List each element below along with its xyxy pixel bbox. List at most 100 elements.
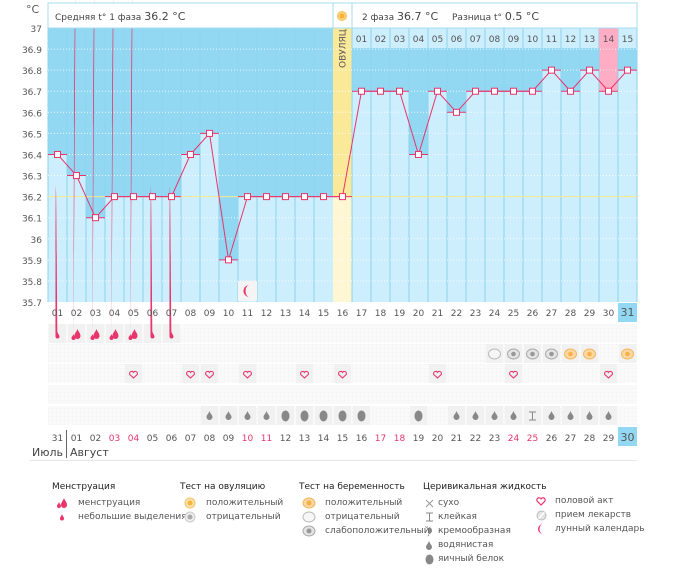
temperature-point[interactable] [244, 193, 251, 201]
temperature-point[interactable] [73, 172, 80, 180]
calendar-date-label[interactable]: 12 [280, 434, 291, 444]
calendar-date-label[interactable]: 07 [185, 434, 196, 444]
calendar-date-label[interactable]: 28 [584, 434, 596, 444]
calendar-date-label[interactable]: 01 [71, 434, 82, 444]
calendar-date-label[interactable]: 11 [261, 434, 272, 444]
temperature-point[interactable] [149, 193, 156, 201]
temperature-point[interactable] [396, 87, 403, 95]
calendar-date-label[interactable]: 20 [432, 434, 444, 444]
temperature-point[interactable] [206, 129, 213, 137]
cycle-day-label[interactable]: 19 [394, 309, 406, 319]
temperature-point[interactable] [377, 87, 384, 95]
calendar-date-label[interactable]: 21 [451, 434, 462, 444]
calendar-date-label[interactable]: 22 [470, 434, 481, 444]
intercourse-cell[interactable] [334, 364, 351, 383]
temperature-point[interactable] [111, 193, 118, 201]
calendar-date-label[interactable]: 14 [318, 434, 330, 444]
calendar-date-label[interactable]: 02 [90, 434, 101, 444]
cycle-day-label[interactable]: 15 [318, 309, 329, 319]
temperature-point[interactable] [624, 66, 631, 74]
calendar-date-label[interactable]: 26 [546, 434, 558, 444]
temperature-point[interactable] [434, 87, 441, 95]
temperature-point[interactable] [263, 193, 270, 201]
cycle-day-label[interactable]: 28 [565, 309, 577, 319]
cycle-day-label[interactable]: 24 [489, 309, 501, 319]
calendar-date-label[interactable]: 19 [413, 434, 425, 444]
temperature-point[interactable] [358, 87, 365, 95]
cycle-day-label[interactable]: 08 [185, 309, 197, 319]
cycle-day-label[interactable]: 21 [432, 309, 443, 319]
calendar-date-label[interactable]: 16 [356, 434, 368, 444]
cycle-day-label[interactable]: 31 [621, 306, 635, 319]
temperature-point[interactable] [225, 256, 232, 264]
intercourse-cell[interactable] [201, 364, 218, 383]
calendar-date-label[interactable]: 23 [489, 434, 500, 444]
temperature-point[interactable] [320, 193, 327, 201]
cycle-day-label[interactable]: 14 [299, 309, 311, 319]
temperature-point[interactable] [187, 150, 194, 158]
cycle-day-label[interactable]: 07 [166, 309, 177, 319]
intercourse-cell[interactable] [182, 364, 199, 383]
intercourse-cell[interactable] [296, 364, 313, 383]
calendar-date-label[interactable]: 09 [223, 434, 235, 444]
cycle-day-label[interactable]: 23 [470, 309, 481, 319]
temperature-point[interactable] [548, 66, 555, 74]
temperature-point[interactable] [282, 193, 289, 201]
calendar-date-label[interactable]: 31 [52, 434, 63, 444]
calendar-date-label[interactable]: 10 [242, 434, 254, 444]
cycle-day-label[interactable]: 01 [52, 309, 63, 319]
cycle-day-label[interactable]: 18 [375, 309, 387, 319]
calendar-date-label[interactable]: 15 [337, 434, 348, 444]
calendar-date-label[interactable]: 06 [166, 434, 178, 444]
intercourse-cell[interactable] [429, 364, 446, 383]
calendar-date-label[interactable]: 30 [621, 431, 635, 444]
intercourse-cell[interactable] [125, 364, 142, 383]
cycle-day-label[interactable]: 17 [356, 309, 367, 319]
calendar-date-label[interactable]: 17 [375, 434, 386, 444]
calendar-date-label[interactable]: 13 [299, 434, 310, 444]
calendar-date-label[interactable]: 04 [128, 434, 140, 444]
cycle-day-label[interactable]: 25 [508, 309, 519, 319]
cycle-day-label[interactable]: 04 [109, 309, 121, 319]
cycle-day-label[interactable]: 22 [451, 309, 462, 319]
temperature-point[interactable] [54, 150, 61, 158]
calendar-date-label[interactable]: 05 [147, 434, 158, 444]
calendar-date-label[interactable]: 25 [527, 434, 538, 444]
temperature-point[interactable] [453, 108, 460, 116]
calendar-date-label[interactable]: 24 [508, 434, 520, 444]
temperature-point[interactable] [586, 66, 593, 74]
cycle-day-label[interactable]: 05 [128, 309, 139, 319]
cycle-day-label[interactable]: 20 [413, 309, 425, 319]
intercourse-cell[interactable] [600, 364, 617, 383]
temperature-point[interactable] [605, 87, 612, 95]
temperature-point[interactable] [491, 87, 498, 95]
cycle-day-label[interactable]: 29 [584, 309, 596, 319]
cycle-day-label[interactable]: 10 [223, 309, 235, 319]
cycle-day-label[interactable]: 26 [527, 309, 539, 319]
cycle-day-label[interactable]: 06 [147, 309, 159, 319]
cycle-day-label[interactable]: 12 [261, 309, 272, 319]
temperature-point[interactable] [567, 87, 574, 95]
cycle-day-label[interactable]: 09 [204, 309, 216, 319]
cycle-day-label[interactable]: 02 [71, 309, 82, 319]
cycle-day-label[interactable]: 03 [90, 309, 101, 319]
calendar-date-label[interactable]: 03 [109, 434, 120, 444]
cycle-day-label[interactable]: 13 [280, 309, 291, 319]
temperature-point[interactable] [130, 193, 137, 201]
temperature-point[interactable] [92, 214, 99, 222]
intercourse-cell[interactable] [239, 364, 256, 383]
calendar-date-label[interactable]: 08 [204, 434, 216, 444]
temperature-point[interactable] [339, 193, 346, 201]
temperature-point[interactable] [168, 193, 175, 201]
calendar-date-label[interactable]: 27 [565, 434, 576, 444]
temperature-point[interactable] [472, 87, 479, 95]
temperature-point[interactable] [301, 193, 308, 201]
cycle-day-label[interactable]: 27 [546, 309, 557, 319]
temperature-point[interactable] [415, 150, 422, 158]
temperature-point[interactable] [510, 87, 517, 95]
cycle-day-label[interactable]: 16 [337, 309, 349, 319]
cycle-day-label[interactable]: 11 [242, 309, 253, 319]
temperature-point[interactable] [529, 87, 536, 95]
calendar-date-label[interactable]: 18 [394, 434, 406, 444]
intercourse-cell[interactable] [505, 364, 522, 383]
